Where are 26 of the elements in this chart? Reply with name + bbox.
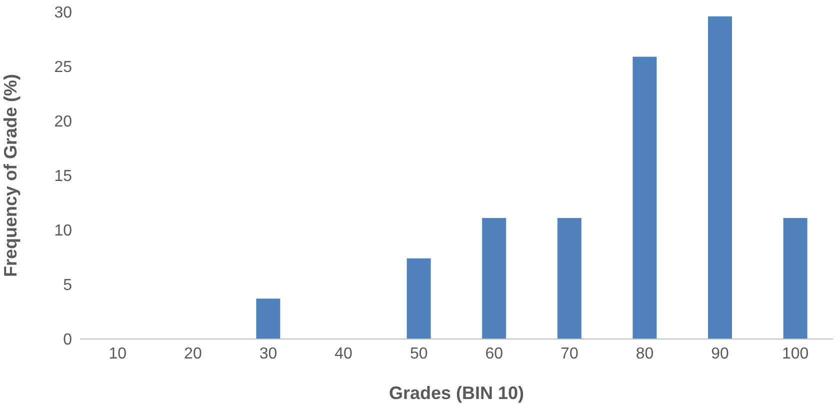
x-tick-label: 30 bbox=[259, 345, 278, 362]
y-tick-label: 20 bbox=[54, 114, 72, 131]
y-tick-label: 25 bbox=[54, 59, 72, 76]
x-tick-label: 100 bbox=[782, 345, 809, 362]
y-tick-label: 30 bbox=[54, 4, 72, 22]
x-tick-label: 20 bbox=[184, 345, 202, 362]
y-tick-label: 15 bbox=[54, 168, 72, 186]
x-tick-label: 60 bbox=[485, 345, 504, 362]
x-tick-label: 10 bbox=[108, 345, 127, 362]
y-tick-label: 0 bbox=[63, 332, 72, 349]
bar bbox=[482, 218, 506, 339]
bar bbox=[557, 218, 582, 339]
x-tick-label: 90 bbox=[711, 345, 730, 362]
bar bbox=[256, 298, 280, 339]
bar bbox=[406, 258, 431, 339]
x-tick-label: 70 bbox=[560, 345, 578, 362]
x-tick-label: 40 bbox=[334, 345, 353, 362]
x-tick-label: 80 bbox=[636, 345, 654, 362]
bar bbox=[708, 16, 732, 339]
y-axis-title: Frequency of Grade (%) bbox=[0, 74, 20, 278]
x-tick-label: 50 bbox=[410, 345, 428, 362]
bar bbox=[783, 218, 808, 339]
x-axis-title: Grades (BIN 10) bbox=[388, 383, 524, 403]
y-tick-label: 10 bbox=[54, 222, 72, 240]
bar bbox=[632, 56, 657, 339]
y-tick-label: 5 bbox=[63, 277, 72, 294]
